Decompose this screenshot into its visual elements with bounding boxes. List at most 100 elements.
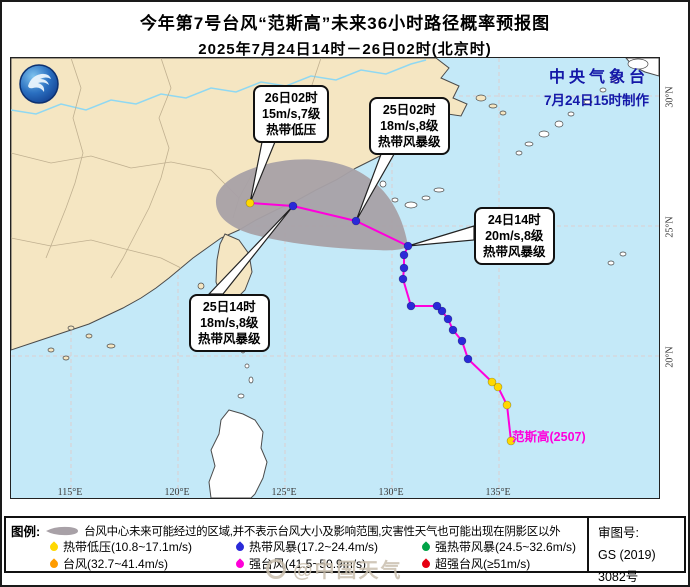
- intensity-dot-icon: [48, 540, 60, 553]
- track-point: [463, 354, 473, 364]
- track-point: [399, 250, 409, 260]
- small-island: [499, 110, 507, 116]
- intensity-dot-icon: [420, 557, 432, 570]
- small-island: [404, 201, 418, 209]
- small-island: [554, 120, 564, 128]
- legend-item: 强台风(41.5~50.9m/s): [234, 555, 422, 572]
- latitude-tick-label: 30°N: [664, 86, 676, 108]
- legend-item: 强热带风暴(24.5~32.6m/s): [420, 538, 608, 555]
- longitude-tick-label: 120°E: [164, 487, 190, 498]
- track-point: [502, 400, 512, 410]
- track-point: [437, 306, 447, 316]
- small-island: [607, 260, 615, 266]
- map-title: 今年第7号台风“范斯高”未来36小时路径概率预报图: [139, 14, 551, 33]
- small-island: [391, 197, 399, 203]
- legend-note: 台风中心未来可能经过的区域,并不表示台风大小及影响范围,灾害性天气也可能出现在阴…: [84, 525, 561, 538]
- small-island: [515, 150, 523, 156]
- province-border: [11, 152, 240, 199]
- probability-cone-icon: [45, 525, 79, 537]
- legend-divider: [587, 518, 589, 571]
- small-island: [67, 325, 75, 331]
- storm-name-label: 范斯高(2507): [512, 430, 586, 444]
- forecast-callout: 25日14时 18m/s,8级 热带风暴级: [189, 294, 270, 352]
- legend-item-label: 热带低压(10.8~17.1m/s): [63, 540, 193, 554]
- small-island: [475, 94, 487, 102]
- callout-line: 26日02时: [264, 91, 318, 105]
- approval-label: 审图号:: [598, 526, 639, 540]
- small-island: [421, 195, 431, 201]
- track-point: [493, 382, 503, 392]
- track-point: [398, 274, 408, 284]
- legend-item: 超强台风(≥51m/s): [420, 555, 608, 572]
- province-border: [11, 237, 182, 269]
- approval-block: 审图号: GS (2019) 3082号: [598, 523, 684, 585]
- legend-item-label: 热带风暴(17.2~24.4m/s): [249, 540, 379, 554]
- longitude-tick-label: 115°E: [57, 487, 83, 498]
- latitude-tick-label: 20°N: [664, 346, 676, 368]
- forecast-callout: 26日02时 15m/s,7级 热带低压: [253, 85, 330, 143]
- callout-line: 20m/s,8级: [485, 229, 544, 243]
- callout-line: 热带风暴级: [198, 332, 261, 346]
- map-area: 中央气象台 7月24日15时制作 26日02时 15m/s,7级 热带低压 25日02…: [10, 57, 660, 499]
- callout-line: 25日14时: [202, 300, 256, 314]
- small-island: [433, 187, 445, 193]
- small-island: [599, 87, 607, 93]
- track-point: [457, 336, 467, 346]
- province-border: [45, 58, 84, 259]
- legend-note-row: 图例: 台风中心未来可能经过的区域,并不表示台风大小及影响范围,灾害性天气也可能…: [11, 521, 561, 540]
- track-point: [351, 216, 361, 226]
- small-island: [567, 111, 575, 117]
- small-island: [237, 393, 245, 399]
- small-island: [106, 343, 116, 349]
- longitude-tick-label: 135°E: [485, 487, 511, 498]
- longitude-tick-label: 125°E: [271, 487, 297, 498]
- legend-item-label: 强台风(41.5~50.9m/s): [249, 557, 367, 571]
- agency-name: 中央气象台: [548, 69, 649, 86]
- small-island: [244, 363, 250, 369]
- track-point: [432, 301, 442, 311]
- track-point: [443, 314, 453, 324]
- small-island: [62, 355, 70, 361]
- agency-block: 中央气象台 7月24日15时制作: [544, 63, 649, 109]
- approval-number: GS (2019) 3082号: [598, 547, 656, 584]
- track-point: [448, 325, 458, 335]
- small-island: [524, 141, 534, 147]
- map-canvas: [11, 58, 659, 498]
- callout-pointer: [407, 225, 475, 247]
- small-island: [610, 76, 620, 84]
- luzon-island: [208, 409, 268, 498]
- legend: 图例: 台风中心未来可能经过的区域,并不表示台风大小及影响范围,灾害性天气也可能…: [4, 516, 686, 584]
- forecast-callout: 24日14时 20m/s,8级 热带风暴级: [474, 207, 555, 265]
- callout-line: 24日14时: [487, 213, 541, 227]
- forecast-callout: 25日02时 18m/s,8级 热带风暴级: [369, 97, 450, 155]
- longitude-tick-label: 130°E: [378, 487, 404, 498]
- callout-line: 热带风暴级: [378, 135, 441, 149]
- legend-item: 热带低压(10.8~17.1m/s): [48, 538, 236, 555]
- observed-track-line: [401, 245, 512, 442]
- small-island: [248, 376, 254, 384]
- small-island: [583, 99, 593, 105]
- agency-issue-time: 7月24日15时制作: [543, 93, 649, 108]
- latitude-tick-label: 25°N: [664, 216, 676, 238]
- track-point: [506, 436, 516, 446]
- track-point: [403, 241, 413, 251]
- small-island: [379, 180, 387, 188]
- forecast-track-line: [249, 202, 409, 247]
- legend-item-label: 强热带风暴(24.5~32.6m/s): [435, 540, 577, 554]
- map-subtitle: 2025年7月24日14时－26日02时(北京时): [198, 41, 492, 58]
- legend-item-label: 台风(32.7~41.4m/s): [63, 557, 169, 571]
- intensity-dot-icon: [234, 540, 246, 553]
- river-line: [11, 59, 427, 115]
- callout-line: 18m/s,8级: [200, 316, 259, 330]
- small-island: [197, 282, 205, 290]
- callout-line: 25日02时: [382, 103, 436, 117]
- track-point: [288, 201, 298, 211]
- callout-line: 热带低压: [266, 123, 317, 137]
- callout-line: 热带风暴级: [483, 245, 546, 259]
- callout-line: 18m/s,8级: [380, 119, 439, 133]
- callout-line: 15m/s,7级: [262, 107, 321, 121]
- small-island: [85, 333, 93, 339]
- legend-item: 台风(32.7~41.4m/s): [48, 555, 236, 572]
- small-island: [619, 251, 627, 257]
